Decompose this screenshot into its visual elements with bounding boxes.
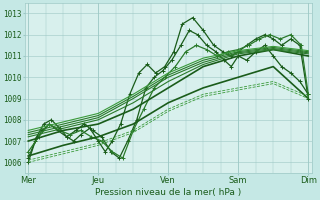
X-axis label: Pression niveau de la mer( hPa ): Pression niveau de la mer( hPa ) <box>95 188 241 197</box>
